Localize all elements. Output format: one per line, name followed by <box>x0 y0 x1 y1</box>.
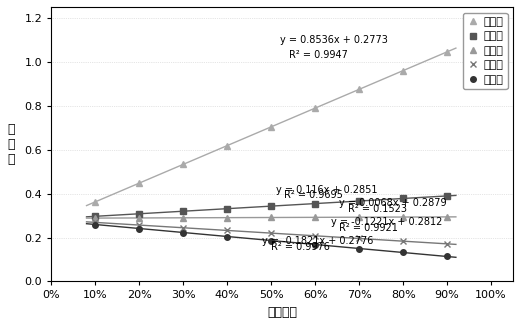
玉米油 <box>136 223 142 227</box>
玉米油 <box>224 229 230 232</box>
棕榈油 <box>312 243 318 246</box>
菜籽油 <box>312 106 318 110</box>
Y-axis label: 吸
光
值: 吸 光 值 <box>7 123 15 166</box>
米糠油 <box>312 215 318 219</box>
大豆油 <box>136 212 142 216</box>
棕榈油 <box>444 255 450 259</box>
大豆油 <box>180 209 186 213</box>
Line: 玉米油: 玉米油 <box>92 219 450 247</box>
米糠油 <box>92 216 98 220</box>
玉米油 <box>444 242 450 246</box>
Line: 大豆油: 大豆油 <box>93 193 450 219</box>
菜籽油 <box>444 50 450 54</box>
Text: R² = 0.9695: R² = 0.9695 <box>284 190 343 200</box>
菜籽油 <box>180 162 186 166</box>
玉米油 <box>92 220 98 224</box>
米糠油 <box>180 216 186 220</box>
棕榈油 <box>136 227 142 230</box>
Text: y = 0.0068x + 0.2879: y = 0.0068x + 0.2879 <box>340 198 447 208</box>
米糠油 <box>400 215 406 219</box>
米糠油 <box>136 216 142 220</box>
Text: y = -0.1821x + 0.2776: y = -0.1821x + 0.2776 <box>263 236 374 246</box>
棕榈油 <box>400 251 406 255</box>
Text: R² = 0.9947: R² = 0.9947 <box>289 50 348 60</box>
菜籽油 <box>224 144 230 148</box>
米糠油 <box>444 215 450 219</box>
大豆油 <box>400 197 406 200</box>
大豆油 <box>92 215 98 218</box>
玉米油 <box>312 234 318 238</box>
大豆油 <box>224 207 230 211</box>
Line: 棕榈油: 棕榈油 <box>93 222 450 259</box>
菜籽油 <box>356 87 362 91</box>
大豆油 <box>356 199 362 203</box>
Text: y = -0.1221x + 0.2812: y = -0.1221x + 0.2812 <box>331 217 442 227</box>
玉米油 <box>400 239 406 243</box>
米糠油 <box>224 216 230 220</box>
玉米油 <box>268 231 275 235</box>
棕榈油 <box>224 234 230 238</box>
棕榈油 <box>268 239 275 243</box>
Legend: 菜籽油, 大豆油, 米糠油, 玉米油, 棕榈油: 菜籽油, 大豆油, 米糠油, 玉米油, 棕榈油 <box>463 12 508 89</box>
菜籽油 <box>136 181 142 185</box>
棕榈油 <box>356 246 362 250</box>
大豆油 <box>444 194 450 198</box>
大豆油 <box>268 204 275 208</box>
Line: 菜籽油: 菜籽油 <box>92 48 450 205</box>
菜籽油 <box>400 69 406 73</box>
菜籽油 <box>92 200 98 204</box>
X-axis label: 掺伪比例: 掺伪比例 <box>267 306 297 319</box>
Text: R² = 0.9976: R² = 0.9976 <box>271 242 330 252</box>
Text: y = 0.8536x + 0.2773: y = 0.8536x + 0.2773 <box>280 35 388 45</box>
玉米油 <box>356 237 362 241</box>
棕榈油 <box>92 223 98 227</box>
Line: 米糠油: 米糠油 <box>93 214 450 221</box>
Text: R² = 0.1523: R² = 0.1523 <box>348 203 407 214</box>
米糠油 <box>356 215 362 219</box>
Text: R² = 0.9921: R² = 0.9921 <box>340 223 398 233</box>
大豆油 <box>312 201 318 205</box>
玉米油 <box>180 226 186 230</box>
菜籽油 <box>268 125 275 129</box>
Text: y = 0.116x + 0.2851: y = 0.116x + 0.2851 <box>276 185 377 195</box>
棕榈油 <box>180 230 186 234</box>
米糠油 <box>268 215 275 219</box>
